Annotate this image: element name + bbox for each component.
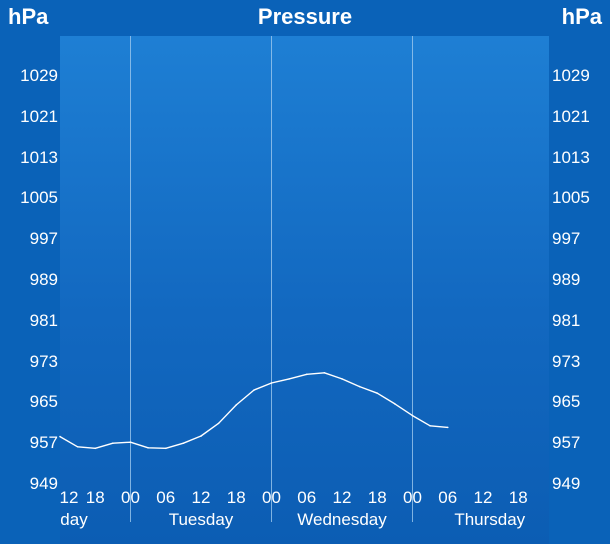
y-tick-label: 1029 xyxy=(20,66,58,85)
day-label: day xyxy=(60,510,88,529)
y-tick-label: 965 xyxy=(29,392,58,412)
x-tick-label: 06 xyxy=(297,488,316,507)
y-tick-label: 989 xyxy=(552,270,581,289)
pressure-data-point xyxy=(147,446,149,449)
x-tick-label: 06 xyxy=(438,488,457,507)
x-tick-label: 06 xyxy=(156,488,175,507)
pressure-data-point xyxy=(217,422,220,425)
pressure-data-point xyxy=(59,435,61,438)
pressure-data-point xyxy=(376,392,379,395)
pressure-data-point xyxy=(446,426,449,429)
y-axis-unit-right: hPa xyxy=(561,4,602,29)
pressure-data-point xyxy=(288,378,290,380)
day-label: Wednesday xyxy=(297,510,387,529)
y-tick-label: 997 xyxy=(29,229,58,249)
pressure-data-point xyxy=(76,445,79,448)
pressure-series-line xyxy=(59,372,448,449)
y-tick-label: 973 xyxy=(552,351,581,371)
y-tick-label: 965 xyxy=(552,392,581,412)
y-tick-label: 949 xyxy=(29,474,58,493)
pressure-data-point xyxy=(323,372,326,374)
pressure-data-point xyxy=(305,373,308,376)
pressure-data-point xyxy=(94,447,97,450)
pressure-data-point xyxy=(200,435,202,437)
chart-title: Pressure xyxy=(257,4,353,29)
x-tick-label: 18 xyxy=(509,488,528,507)
pressure-data-point xyxy=(270,382,273,384)
y-tick-label: 1005 xyxy=(20,188,58,208)
pressure-data-point xyxy=(129,441,132,443)
x-tick-label: 12 xyxy=(60,488,79,507)
pressure-data-point xyxy=(358,385,361,388)
x-tick-label: 00 xyxy=(403,488,422,507)
y-tick-label: 973 xyxy=(29,351,58,371)
y-axis-unit-left: hPa xyxy=(8,4,49,29)
pressure-data-point xyxy=(429,425,431,427)
x-tick-label: 00 xyxy=(121,488,140,507)
x-tick-label: 18 xyxy=(368,488,387,507)
x-tick-label: 18 xyxy=(227,488,246,507)
pressure-data-point xyxy=(182,442,185,444)
x-tick-label: 18 xyxy=(86,488,105,507)
pressure-data-point xyxy=(394,403,396,405)
y-tick-label: 957 xyxy=(552,433,581,453)
y-tick-label: 949 xyxy=(552,474,581,493)
chart-header: hPa Pressure hPa xyxy=(0,0,610,36)
pressure-data-point xyxy=(411,414,414,417)
pressure-data-point xyxy=(235,404,238,406)
pressure-data-point xyxy=(164,447,167,450)
y-tick-label: 981 xyxy=(29,310,58,330)
y-tick-label: 1021 xyxy=(552,106,590,126)
y-tick-label: 997 xyxy=(552,229,581,249)
y-tick-label: 1005 xyxy=(552,188,590,208)
day-label: Tuesday xyxy=(169,510,234,529)
x-tick-label: 12 xyxy=(333,488,352,507)
x-tick-label: 12 xyxy=(192,488,211,507)
y-tick-label: 981 xyxy=(552,310,581,330)
y-tick-label: 1029 xyxy=(552,66,590,85)
day-label: Thursday xyxy=(454,510,525,529)
y-tick-label: 1021 xyxy=(20,106,58,126)
y-tick-label: 1013 xyxy=(20,147,58,167)
pressure-data-point xyxy=(341,378,343,380)
pressure-data-point xyxy=(253,389,255,391)
y-tick-label: 1013 xyxy=(552,147,590,167)
plot-area xyxy=(60,36,549,544)
x-tick-label: 00 xyxy=(262,488,281,507)
x-tick-label: 12 xyxy=(474,488,493,507)
y-tick-label: 957 xyxy=(29,433,58,453)
pressure-data-point xyxy=(112,442,114,444)
y-tick-label: 989 xyxy=(29,270,58,289)
